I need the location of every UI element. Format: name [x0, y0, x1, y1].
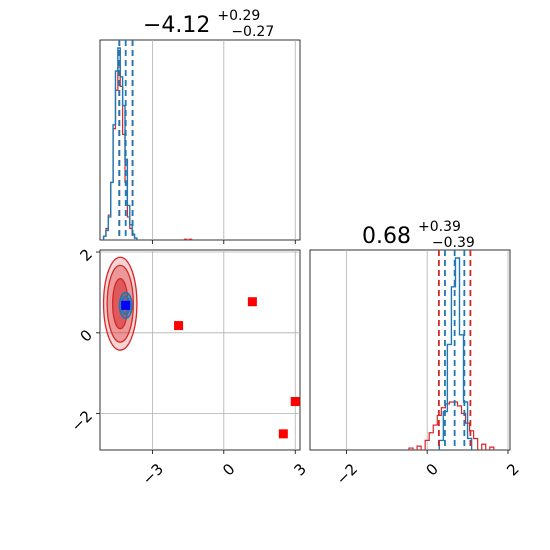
hist1-red-step — [408, 401, 495, 450]
tick-label-param1-y-1: 0 — [77, 326, 96, 345]
hist-param0 — [102, 40, 193, 240]
tick-label-param0-0: −3 — [139, 460, 167, 488]
red-square-marker-0 — [174, 321, 184, 331]
title-param1-upper: +0.39 — [418, 219, 461, 235]
title-param0-lower: −0.27 — [231, 24, 274, 40]
tick-label-param1-y-2: −2 — [68, 407, 96, 435]
scatter-2d — [102, 256, 300, 439]
hist0-red-step — [102, 66, 193, 240]
hist0-blue-step — [102, 47, 138, 240]
hist-param0-frame — [99, 39, 301, 241]
red-square-marker-3 — [290, 397, 300, 407]
hist-param1-frame — [309, 249, 511, 451]
tick-label-param1-x-1: 0 — [422, 460, 441, 479]
blue-square-marker — [121, 300, 131, 310]
tick-label-param1-x-2: 2 — [503, 460, 522, 479]
hist-param1 — [408, 250, 495, 450]
title-param0-median: −4.12 — [143, 13, 210, 38]
tick-label-param0-2: 3 — [291, 460, 310, 479]
title-param1: 0.68 +0.39 −0.39 — [362, 212, 475, 251]
title-param0: −4.12 +0.29 −0.27 — [143, 1, 274, 40]
title-param1-lower: −0.39 — [432, 235, 475, 251]
tick-label-param1-x-0: −2 — [333, 460, 361, 488]
red-square-marker-2 — [278, 429, 288, 439]
title-param0-upper: +0.29 — [217, 8, 260, 24]
tick-label-param0-1: 0 — [219, 460, 238, 479]
title-param1-median: 0.68 — [362, 224, 411, 249]
scatter-2d-frame — [99, 249, 301, 451]
tick-label-param1-y-0: 2 — [77, 245, 96, 264]
red-square-marker-1 — [247, 297, 257, 307]
grid-lines — [100, 40, 509, 450]
